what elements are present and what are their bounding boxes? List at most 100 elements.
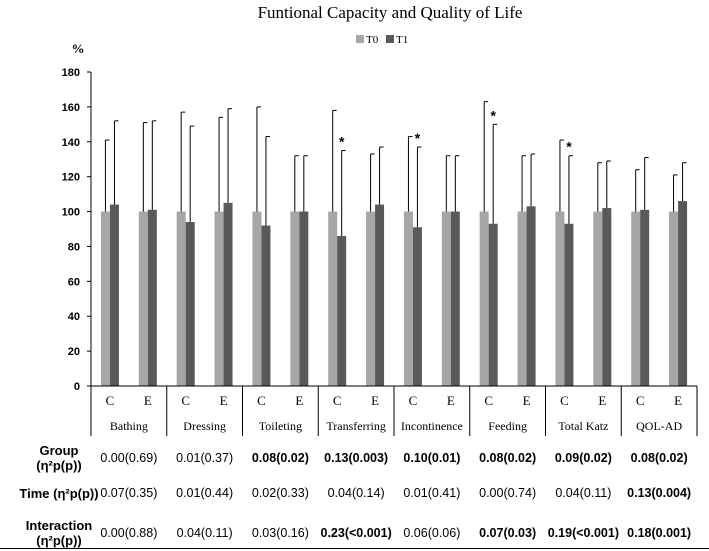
y-tick-label: 160 xyxy=(62,102,80,114)
bar-bathing-e-t0 xyxy=(138,211,148,386)
x-subgroup-label: E xyxy=(598,393,606,408)
y-tick-label: 120 xyxy=(62,172,80,184)
y-tick-label: 80 xyxy=(68,241,80,253)
y-tick-label: 0 xyxy=(74,381,80,393)
bar-qol-ad-c-t1 xyxy=(640,209,650,386)
bar-total-katz-e-t0 xyxy=(593,211,603,386)
x-subgroup-label: E xyxy=(371,393,379,408)
stats-cell: 0.04(0.14) xyxy=(327,486,385,500)
bar-transferring-c-t0 xyxy=(328,211,338,386)
stats-cell: 0.06(0.06) xyxy=(403,526,461,540)
bar-bathing-c-t1 xyxy=(109,204,119,386)
x-subgroup-label: E xyxy=(523,393,531,408)
stats-cell: 0.08(0.02) xyxy=(630,451,688,465)
stats-row-label: Interaction (η²p(p)) xyxy=(0,518,118,548)
x-category-label: Feeding xyxy=(488,419,527,433)
bar-toileting-e-t0 xyxy=(290,211,300,386)
stats-cell: 0.01(0.41) xyxy=(403,486,461,500)
bar-feeding-e-t0 xyxy=(517,211,527,386)
bar-toileting-c-t1 xyxy=(261,225,271,386)
x-subgroup-label: C xyxy=(333,393,342,408)
stats-cell: 0.02(0.33) xyxy=(251,486,309,500)
stats-cell: 0.07(0.03) xyxy=(479,526,537,540)
bars: * * * * xyxy=(100,101,688,386)
legend-swatch-t1 xyxy=(386,35,394,43)
bar-qol-ad-e-t0 xyxy=(669,211,679,386)
x-axis: C E Bathing C E Dressing C E Toileting C E Transfer… xyxy=(90,385,698,436)
x-category-label: Total Katz xyxy=(558,419,608,433)
stats-row-label-line1: Time (η²p(p)) xyxy=(19,486,99,501)
stats-cell: 0.18(0.001) xyxy=(627,526,692,540)
x-subgroup-label: C xyxy=(636,393,645,408)
bar-dressing-e-t0 xyxy=(214,211,224,386)
stats-cell: 0.13(0.004) xyxy=(627,486,692,500)
bar-total-katz-e-t1 xyxy=(602,208,612,386)
legend: T0 T1 xyxy=(356,34,408,46)
x-category-label: QOL-AD xyxy=(636,419,682,433)
stats-cell: 0.23(<0.001) xyxy=(320,526,392,540)
bar-toileting-c-t0 xyxy=(252,211,262,386)
stats-cell: 0.01(0.44) xyxy=(176,486,234,500)
x-subgroup-label: E xyxy=(144,393,152,408)
bar-bathing-c-t0 xyxy=(100,211,110,386)
bar-transferring-c-t1 xyxy=(337,235,347,386)
bar-toileting-e-t1 xyxy=(299,211,309,386)
x-category-label: Bathing xyxy=(110,419,148,433)
bar-dressing-c-t0 xyxy=(176,211,186,386)
bar-dressing-e-t1 xyxy=(223,202,233,386)
stats-cell: 0.03(0.16) xyxy=(251,526,309,540)
stats-cell: 0.09(0.02) xyxy=(554,451,612,465)
legend-swatch-t0 xyxy=(356,35,364,43)
x-subgroup-label: E xyxy=(674,393,682,408)
bar-incontinence-c-t0 xyxy=(403,211,413,386)
x-subgroup-label: C xyxy=(181,393,190,408)
stats-cell: 0.00(0.88) xyxy=(100,526,158,540)
y-tick-label: 100 xyxy=(62,207,80,219)
x-subgroup-label: E xyxy=(220,393,228,408)
bar-transferring-e-t0 xyxy=(366,211,376,386)
bar-total-katz-c-t0 xyxy=(555,211,565,386)
x-subgroup-label: C xyxy=(257,393,266,408)
stats-cell: 0.00(0.74) xyxy=(479,486,537,500)
y-axis: 0 20 40 60 80 100 120 140 160 180 xyxy=(62,67,92,393)
bar-feeding-c-t1 xyxy=(488,223,498,386)
stats-cell: 0.00(0.69) xyxy=(100,451,158,465)
legend-label-t1: T1 xyxy=(396,34,408,46)
y-tick-label: 20 xyxy=(68,346,80,358)
stats-cell: 0.01(0.37) xyxy=(176,451,234,465)
bar-incontinence-c-t1 xyxy=(412,227,422,386)
x-subgroup-label: C xyxy=(484,393,493,408)
x-subgroup-label: C xyxy=(106,393,115,408)
x-category-label: Transferring xyxy=(326,419,386,433)
bar-feeding-e-t1 xyxy=(526,206,536,386)
stats-cell: 0.08(0.02) xyxy=(479,451,537,465)
stats-cell: 0.08(0.02) xyxy=(251,451,309,465)
bar-qol-ad-c-t0 xyxy=(631,211,641,386)
y-tick-label: 40 xyxy=(68,311,80,323)
stats-row-label-line1: Interaction xyxy=(25,518,93,533)
bar-transferring-e-t1 xyxy=(375,204,385,386)
bar-chart: Funtional Capacity and Quality of Life %… xyxy=(62,3,698,436)
significance-star: * xyxy=(415,130,421,146)
stats-row-label-line2: (η²p(p)) xyxy=(36,458,82,473)
bar-incontinence-e-t0 xyxy=(441,211,451,386)
stats-cell: 0.07(0.35) xyxy=(100,486,158,500)
chart-title: Funtional Capacity and Quality of Life xyxy=(258,3,523,22)
bar-incontinence-e-t1 xyxy=(450,211,460,386)
x-category-label: Dressing xyxy=(183,419,226,433)
bar-bathing-e-t1 xyxy=(147,209,157,386)
y-tick-label: 140 xyxy=(62,137,80,149)
bar-dressing-c-t1 xyxy=(185,222,195,386)
bottom-rule xyxy=(0,548,709,549)
significance-star: * xyxy=(339,134,345,150)
stats-row-label: Group (η²p(p)) xyxy=(0,443,118,473)
significance-star: * xyxy=(566,139,572,155)
significance-star: * xyxy=(490,107,496,123)
bar-qol-ad-e-t1 xyxy=(678,201,688,386)
x-subgroup-label: E xyxy=(447,393,455,408)
x-subgroup-label: E xyxy=(295,393,303,408)
stats-cell: 0.04(0.11) xyxy=(176,526,233,540)
x-category-label: Incontinence xyxy=(401,419,463,433)
y-axis-label: % xyxy=(72,41,85,56)
x-subgroup-label: C xyxy=(560,393,569,408)
